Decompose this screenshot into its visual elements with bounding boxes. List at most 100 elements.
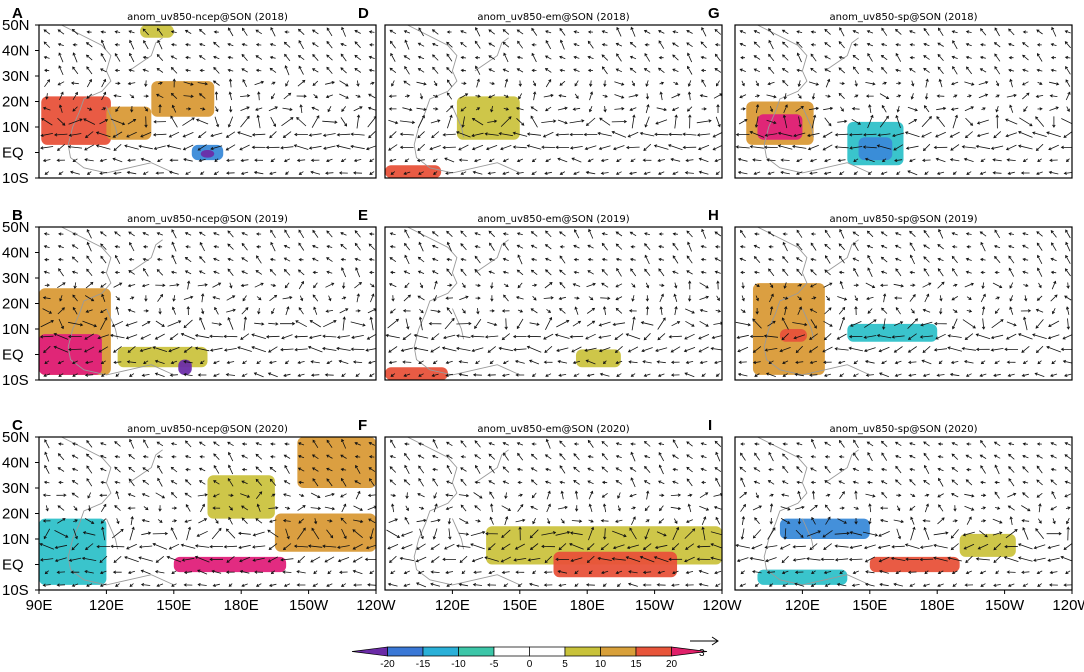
wind-vector [282, 543, 292, 551]
wind-vector [684, 556, 695, 563]
wind-vector [685, 308, 695, 314]
wind-vector [418, 27, 424, 37]
wind-vector [340, 467, 347, 472]
wind-vector [532, 80, 537, 87]
wind-vector [964, 131, 973, 139]
wind-vector [796, 229, 803, 238]
wind-vector [100, 317, 108, 330]
wind-vector [367, 308, 376, 314]
wind-vector [418, 316, 423, 331]
wind-vector [882, 318, 886, 330]
wind-vector [658, 518, 665, 524]
wind-vector [978, 80, 989, 85]
wind-vector [834, 347, 849, 351]
wind-vector [212, 296, 221, 300]
wind-vector [572, 320, 582, 327]
wind-vector [753, 41, 761, 48]
wind-vector [417, 454, 425, 459]
x-tick-label: 150E [852, 597, 887, 614]
wind-vector [265, 145, 280, 150]
wind-vector [937, 257, 944, 261]
wind-vector [143, 94, 150, 98]
wind-vector [1049, 106, 1059, 111]
wind-vector [460, 467, 467, 472]
wind-vector [737, 346, 749, 353]
wind-vector [559, 245, 565, 249]
wind-vector [658, 30, 665, 34]
wind-vector [1022, 92, 1030, 100]
wind-vector [355, 309, 361, 313]
wind-vector [185, 43, 191, 47]
wind-vector [587, 467, 594, 472]
wind-vector [1021, 345, 1030, 353]
wind-vector [297, 454, 305, 459]
wind-vector [498, 346, 513, 352]
wind-vector [340, 243, 347, 250]
wind-vector [237, 346, 252, 352]
wind-vector [182, 132, 194, 138]
wind-vector [475, 464, 481, 474]
wind-vector [186, 526, 192, 541]
wind-vector [238, 531, 251, 536]
wind-vector [893, 144, 904, 151]
y-tick-label: 20N [2, 94, 30, 111]
wind-vector [849, 146, 863, 150]
wind-vector [1035, 528, 1045, 539]
wind-vector [44, 570, 49, 575]
wind-vector [57, 467, 65, 472]
wind-vectors [735, 228, 1072, 378]
wind-vector [922, 282, 932, 288]
wind-vector [400, 347, 413, 352]
wind-vector [307, 544, 323, 548]
wind-vector [559, 80, 566, 86]
wind-vector [769, 282, 774, 289]
wind-vector [1064, 466, 1072, 473]
wind-vector [405, 505, 409, 512]
wind-vector [85, 360, 93, 365]
wind-vector [532, 295, 537, 301]
wind-vector [1064, 442, 1071, 446]
wind-vector [866, 441, 874, 447]
wind-vector [740, 452, 746, 461]
wind-vector [672, 68, 679, 72]
colorbar-tick-label: -15 [416, 659, 431, 670]
wind-vector [501, 529, 511, 539]
wind-vector [369, 158, 375, 163]
wind-vector [227, 230, 234, 238]
wind-vector [488, 158, 495, 162]
wind-vector [1049, 94, 1058, 98]
wind-vector [114, 455, 121, 459]
wind-vector [993, 373, 1001, 377]
wind-vector [100, 30, 106, 34]
wind-vector [442, 133, 456, 137]
wind-vector [530, 453, 538, 460]
wind-vector [490, 105, 494, 113]
wind-vector [966, 245, 972, 249]
wind-vector [769, 517, 773, 525]
wind-vector [687, 503, 692, 513]
wind-vector [417, 493, 425, 498]
coastline [61, 25, 174, 174]
wind-vector [555, 557, 570, 561]
wind-vector [979, 171, 987, 175]
wind-vector [1064, 30, 1071, 34]
wind-vector [547, 518, 551, 525]
wind-vector [602, 360, 607, 365]
wind-vector [907, 333, 917, 340]
wind-vector [387, 544, 399, 550]
wind-vector [629, 231, 637, 237]
wind-vector [569, 531, 583, 536]
wind-vector [993, 555, 1001, 564]
wind-vector [168, 170, 179, 175]
wind-vector [72, 306, 78, 315]
wind-vector [280, 558, 294, 562]
wind-vector [754, 283, 760, 287]
wind-vector [516, 232, 523, 236]
wind-vector [255, 68, 262, 73]
wind-vector [546, 503, 551, 513]
wind-vector [354, 257, 361, 261]
wind-vector [433, 171, 438, 176]
wind-vector [446, 268, 453, 277]
wind-vector [1048, 170, 1059, 175]
